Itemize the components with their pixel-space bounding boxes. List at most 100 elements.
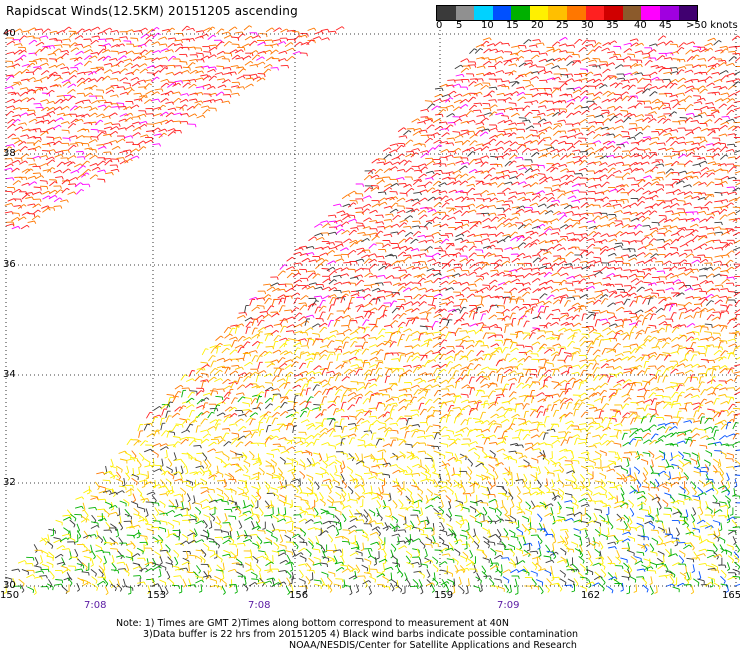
wind-barb (426, 236, 433, 237)
wind-barb-flag (494, 74, 495, 77)
wind-barb (147, 73, 154, 74)
wind-barb-flag (719, 40, 722, 42)
wind-barb (636, 119, 643, 121)
wind-barb-flag (613, 248, 615, 250)
wind-barb (629, 203, 635, 207)
wind-barb-flag (75, 106, 78, 108)
wind-barb-flag (564, 238, 566, 240)
wind-barb (490, 270, 497, 271)
wind-barb (140, 69, 146, 73)
wind-barb-flag (621, 211, 623, 214)
wind-barb-flag (621, 268, 622, 271)
wind-barb (68, 96, 73, 101)
wind-barb-flag (559, 77, 561, 80)
wind-barb-flag (601, 212, 602, 215)
wind-barb (15, 127, 21, 131)
wind-barb-flag (655, 92, 658, 94)
wind-barb-flag (110, 70, 112, 72)
wind-barb-flag (308, 34, 309, 37)
wind-barb (413, 231, 418, 236)
wind-barb (467, 234, 474, 237)
wind-barb (544, 71, 551, 73)
wind-barb-flag (573, 146, 575, 148)
wind-barb-flag (46, 87, 48, 90)
wind-barb (112, 124, 119, 125)
wind-barb-flag (348, 216, 350, 218)
wind-barb (33, 59, 40, 61)
wind-barb (112, 146, 118, 149)
wind-barb-flag (343, 211, 345, 214)
wind-barb-flag (656, 195, 658, 197)
wind-barb (309, 237, 315, 241)
wind-barb-flag (96, 96, 97, 99)
wind-barb (587, 244, 592, 249)
wind-barb-flag (637, 60, 638, 63)
wind-barb-flag (531, 264, 532, 267)
wind-barb-flag (49, 46, 50, 49)
wind-barb-flag (406, 270, 407, 273)
wind-barb (650, 195, 656, 199)
wind-barb-flag (18, 64, 20, 66)
wind-barb (428, 148, 433, 153)
wind-barb-flag (558, 163, 560, 165)
wind-barb (349, 230, 354, 235)
wind-barb (484, 95, 491, 97)
wind-barb (715, 118, 720, 123)
wind-barb (645, 244, 651, 248)
wind-barb (496, 208, 503, 209)
wind-barb (482, 58, 489, 59)
wind-barb (622, 151, 629, 152)
wind-barb-flag (623, 144, 624, 147)
wind-barb (364, 259, 369, 264)
wind-barb (447, 182, 453, 185)
wind-barb-flag (705, 244, 707, 246)
wind-barb (734, 240, 740, 243)
wind-barb (567, 45, 574, 46)
wind-barb-flag (567, 236, 568, 239)
wind-barb (606, 146, 612, 149)
wind-barb-flag (357, 228, 358, 231)
wind-barb-flag (663, 177, 664, 180)
wind-barb (40, 36, 47, 38)
wind-barb-flag (406, 246, 408, 248)
wind-barb-flag (342, 27, 344, 29)
wind-barb (229, 27, 235, 31)
wind-barb (726, 63, 733, 65)
wind-barb-flag (427, 267, 429, 270)
wind-barb-flag (392, 275, 394, 277)
wind-barb-flag (543, 140, 546, 142)
wind-barb-flag (515, 232, 518, 234)
wind-barb (705, 202, 710, 207)
wind-barb-flag (385, 250, 386, 253)
wind-barb-flag (370, 188, 373, 190)
wind-barb (630, 270, 637, 271)
wind-barb (525, 112, 530, 117)
wind-barb-flag (649, 84, 652, 86)
wind-barb (624, 43, 631, 45)
wind-barb-flag (600, 162, 601, 165)
wind-barb-flag (522, 56, 524, 58)
wind-barb (533, 258, 538, 263)
wind-barb-flag (592, 148, 594, 150)
wind-barb (54, 198, 60, 202)
wind-barb-flag (474, 120, 476, 123)
wind-barb-flag (116, 58, 118, 61)
wind-barb-flag (684, 85, 686, 87)
wind-barb (501, 175, 508, 177)
wind-barb-flag (606, 216, 608, 218)
wind-barb-flag (362, 199, 363, 202)
wind-barb (98, 100, 105, 101)
wind-barb-flag (465, 246, 468, 248)
wind-barb (111, 169, 118, 171)
wind-barb (82, 161, 87, 166)
wind-barb-flag (704, 158, 705, 161)
wind-barb-flag (574, 196, 576, 198)
wind-barb (406, 266, 413, 269)
wind-barb-flag (636, 79, 637, 82)
wind-barb-flag (98, 167, 100, 169)
wind-barb-flag (614, 106, 616, 109)
wind-barb (551, 140, 556, 145)
wind-barb (706, 217, 711, 222)
wind-barb (217, 56, 224, 59)
wind-barb (728, 212, 734, 215)
